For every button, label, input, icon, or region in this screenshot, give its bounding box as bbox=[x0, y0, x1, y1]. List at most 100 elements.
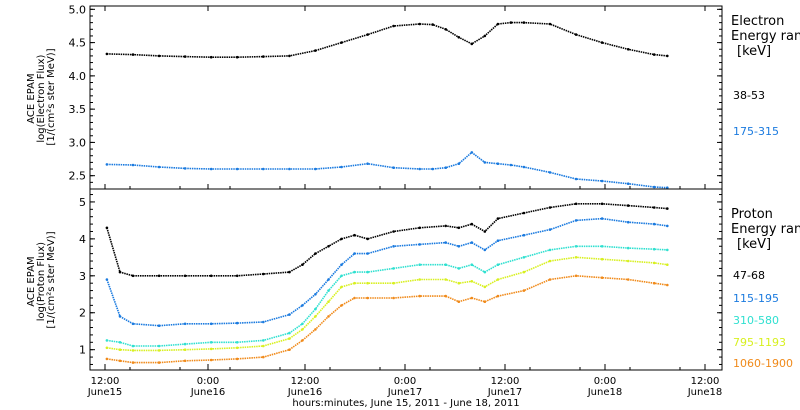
data-point bbox=[209, 274, 213, 278]
data-point bbox=[314, 252, 317, 255]
data-point bbox=[157, 54, 161, 58]
data-point bbox=[235, 357, 239, 361]
electron-plot-frame bbox=[89, 5, 723, 190]
x-tick-time: 0:00 bbox=[394, 376, 416, 387]
data-point bbox=[314, 328, 317, 331]
x-tick-date: June17 bbox=[487, 387, 523, 398]
data-point bbox=[131, 53, 135, 56]
data-point bbox=[366, 162, 369, 165]
data-point bbox=[353, 281, 356, 285]
data-point bbox=[353, 296, 356, 300]
data-point bbox=[392, 267, 395, 270]
data-point bbox=[444, 294, 448, 298]
y-tick-label: 2.5 bbox=[69, 170, 87, 183]
data-point bbox=[353, 270, 356, 274]
data-point bbox=[314, 307, 317, 311]
data-point bbox=[418, 167, 422, 171]
data-series bbox=[105, 21, 669, 59]
y-tick-label: 4.0 bbox=[69, 70, 87, 83]
data-point bbox=[340, 41, 343, 44]
data-point bbox=[235, 346, 239, 350]
data-point bbox=[392, 281, 395, 285]
data-point bbox=[340, 304, 343, 307]
data-point bbox=[366, 281, 369, 285]
data-point bbox=[574, 202, 578, 206]
data-point bbox=[431, 167, 435, 171]
data-point bbox=[131, 322, 135, 326]
data-point bbox=[340, 263, 343, 267]
y-tick-label: 5.0 bbox=[69, 3, 87, 16]
data-point bbox=[366, 296, 369, 300]
proton-y-label-line: ACE EPAM bbox=[26, 256, 37, 306]
data-point bbox=[652, 53, 656, 56]
data-point bbox=[509, 163, 513, 167]
data-point bbox=[118, 315, 122, 318]
y-tick-label: 5 bbox=[79, 196, 86, 209]
data-point bbox=[327, 278, 330, 281]
data-point bbox=[392, 166, 395, 169]
data-point bbox=[626, 48, 630, 51]
electron-panel: 2.5 3.0 3.5 4.0 4.5 5.0 ACE EPAM log(Electron… bbox=[26, 3, 800, 190]
data-point bbox=[522, 165, 526, 169]
data-point bbox=[105, 339, 109, 342]
proton-legend-title-line: [keV] bbox=[737, 237, 771, 252]
data-point bbox=[548, 171, 552, 174]
data-point bbox=[548, 278, 552, 281]
data-point bbox=[652, 247, 656, 251]
data-point bbox=[496, 278, 500, 281]
data-point bbox=[262, 320, 265, 324]
data-point bbox=[157, 349, 161, 352]
data-point bbox=[600, 217, 604, 220]
proton-legend-entry: 47-68 bbox=[733, 269, 765, 282]
y-tick-label: 4 bbox=[79, 233, 86, 246]
data-point bbox=[131, 361, 135, 364]
data-point bbox=[626, 204, 630, 207]
data-point bbox=[431, 23, 435, 26]
electron-y-label-line: ACE EPAM bbox=[26, 73, 37, 123]
data-point bbox=[105, 226, 109, 230]
data-point bbox=[183, 342, 187, 346]
data-point bbox=[600, 245, 604, 248]
data-point bbox=[157, 165, 161, 169]
data-point bbox=[209, 358, 213, 362]
proton-y-label-line: [1/(cm²s ster MeV)] bbox=[46, 231, 57, 328]
data-point bbox=[157, 324, 161, 328]
x-tick-date: June18 bbox=[687, 387, 723, 398]
data-point bbox=[288, 54, 291, 58]
data-point bbox=[262, 344, 265, 348]
data-point bbox=[626, 259, 630, 263]
data-point bbox=[600, 257, 604, 261]
data-point bbox=[483, 34, 487, 38]
data-point bbox=[235, 274, 239, 278]
data-point bbox=[548, 259, 552, 263]
data-point bbox=[600, 202, 604, 206]
data-point bbox=[418, 263, 422, 267]
data-series bbox=[105, 255, 669, 352]
x-tick-time: 12:00 bbox=[291, 376, 320, 387]
data-point bbox=[105, 346, 109, 350]
data-point bbox=[483, 230, 487, 233]
data-point bbox=[235, 55, 239, 59]
y-tick-label: 3 bbox=[79, 270, 86, 283]
data-point bbox=[600, 179, 604, 183]
data-point bbox=[288, 167, 291, 171]
data-point bbox=[457, 36, 461, 39]
data-point bbox=[392, 230, 395, 233]
data-point bbox=[509, 21, 513, 24]
data-point bbox=[288, 331, 291, 335]
proton-y-label: ACE EPAM log(Proton Flux) [1/(cm²s ster … bbox=[26, 231, 57, 328]
data-point bbox=[574, 255, 578, 259]
data-point bbox=[457, 300, 461, 304]
data-point bbox=[288, 270, 291, 274]
data-point bbox=[157, 344, 161, 348]
data-point bbox=[444, 166, 448, 169]
data-point bbox=[470, 296, 474, 300]
data-point bbox=[183, 167, 187, 170]
data-point bbox=[288, 313, 291, 316]
x-tick-date: June18 bbox=[587, 387, 623, 398]
electron-legend-entry: 175-315 bbox=[733, 125, 779, 138]
data-point bbox=[496, 239, 500, 242]
data-point bbox=[666, 186, 669, 189]
proton-legend-entry: 310-580 bbox=[733, 314, 779, 327]
data-series bbox=[105, 202, 669, 278]
